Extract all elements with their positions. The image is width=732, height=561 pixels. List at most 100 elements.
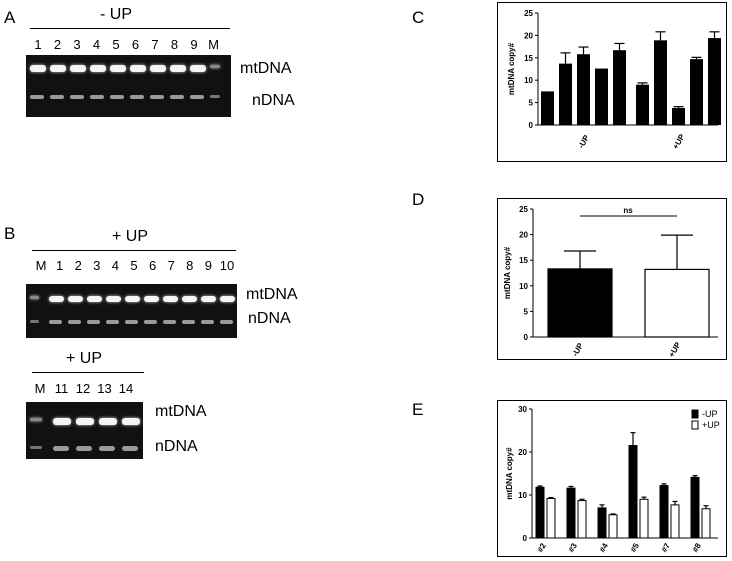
ndna-band [110, 95, 124, 99]
chart-e: 0 10 20 30 mtDNA copy# #2 #3 #4 #5 #7 #8 -UP+UP [505, 405, 720, 554]
y-axis-label: mtDNA copy# [503, 246, 512, 299]
lane-label: 6 [148, 258, 157, 273]
bar [690, 59, 703, 126]
y-tick-label: 15 [524, 54, 533, 63]
ndna-band [50, 95, 64, 99]
bar [644, 268, 710, 338]
legend-swatch [691, 420, 699, 430]
lane-label: 2 [74, 258, 82, 273]
bar [559, 63, 572, 125]
gel-image-b2 [26, 402, 143, 459]
lane-label: 12 [75, 381, 91, 396]
ndna-band [125, 320, 138, 324]
gel-image-b1 [26, 284, 237, 338]
lane-label: 8 [186, 258, 194, 273]
bar [659, 485, 669, 539]
bar [701, 508, 711, 539]
ndna-band [122, 446, 138, 451]
ndna-band [170, 95, 184, 99]
ndna-band [163, 320, 176, 324]
y-tick-label: 10 [524, 76, 533, 85]
ndna-band [182, 320, 195, 324]
y-tick-label: 20 [524, 31, 533, 40]
ndna-band [99, 446, 115, 451]
x-tick-label: #2 [536, 541, 549, 554]
marker-band [30, 446, 42, 449]
panel-a-title-line [30, 28, 230, 29]
bar [654, 40, 667, 125]
lane-label: 8 [170, 37, 179, 52]
lane-label: 11 [54, 381, 69, 396]
mtdna-band [99, 418, 117, 425]
x-tick-label: +UP [671, 132, 687, 151]
y-tick-label: 20 [519, 231, 528, 240]
mtdna-band [220, 296, 235, 302]
x-tick-label: -UP [576, 133, 591, 150]
x-tick-label: #3 [567, 541, 580, 554]
lane-label: 4 [111, 258, 119, 273]
ndna-band [220, 320, 233, 324]
significance-label: ns [623, 206, 633, 215]
bar [535, 486, 545, 539]
lane-label: M [34, 381, 46, 396]
ndna-band [53, 446, 69, 451]
lane-label: 1 [34, 37, 42, 52]
ndna-band [68, 320, 81, 324]
ndna-band [130, 95, 144, 99]
legend-label: -UP [702, 409, 718, 419]
lane-label: 6 [131, 37, 140, 52]
chart-e-frame: 0 10 20 30 mtDNA copy# #2 #3 #4 #5 #7 #8 -UP +UP [497, 400, 727, 557]
ndna-band [49, 320, 62, 324]
bar [639, 498, 649, 539]
lane-label: 3 [73, 37, 81, 52]
panel-a-ndna-label: nDNA [252, 92, 295, 109]
mtdna-band [49, 296, 64, 302]
bar [672, 107, 685, 125]
bar [546, 497, 556, 539]
bar [577, 54, 590, 125]
mtdna-band [106, 296, 121, 302]
bar [541, 91, 554, 125]
lane-label: 9 [204, 258, 212, 273]
gel-image-a [26, 55, 231, 117]
bar [597, 507, 607, 539]
x-tick-label: #7 [660, 541, 673, 554]
panel-b-title: + UP [112, 228, 149, 245]
mtdna-band [182, 296, 197, 302]
y-tick-label: 0 [529, 121, 534, 130]
panel-letter-b: B [4, 224, 16, 243]
lane-label: 10 [219, 258, 235, 273]
mtdna-band [144, 296, 159, 302]
bar [613, 50, 626, 125]
panel-letter-c: C [412, 8, 425, 27]
ndna-band [76, 446, 92, 451]
y-tick-label: 10 [519, 282, 528, 291]
lane-label: 7 [167, 258, 175, 273]
lane-label: 7 [151, 37, 159, 52]
panel-b-mtdna-label: mtDNA [246, 286, 298, 303]
marker-band [30, 418, 42, 421]
marker-band [30, 296, 39, 299]
mtdna-band [76, 418, 94, 425]
panel-a-mtdna-label: mtDNA [240, 60, 292, 77]
panel-b2-mtdna-label: mtDNA [155, 403, 207, 420]
lane-label: 5 [130, 258, 138, 273]
ndna-band [106, 320, 119, 324]
mtdna-band [68, 296, 83, 302]
y-tick-label: 10 [518, 491, 527, 500]
ndna-band [150, 95, 164, 99]
lane-label: 2 [53, 37, 62, 52]
ndna-band [201, 320, 214, 324]
mtdna-band [70, 65, 86, 72]
y-axis-label: mtDNA copy# [505, 447, 514, 500]
mtdna-band [201, 296, 216, 302]
mtdna-band [150, 65, 166, 72]
ndna-band [30, 95, 44, 99]
mtdna-band [110, 65, 126, 72]
panel-b-subtitle-line [32, 372, 144, 373]
mtdna-band [30, 65, 46, 72]
bar [708, 38, 721, 126]
panel-a-title: - UP [100, 6, 132, 23]
mtdna-band [170, 65, 186, 72]
x-tick-label: +UP [667, 340, 683, 359]
